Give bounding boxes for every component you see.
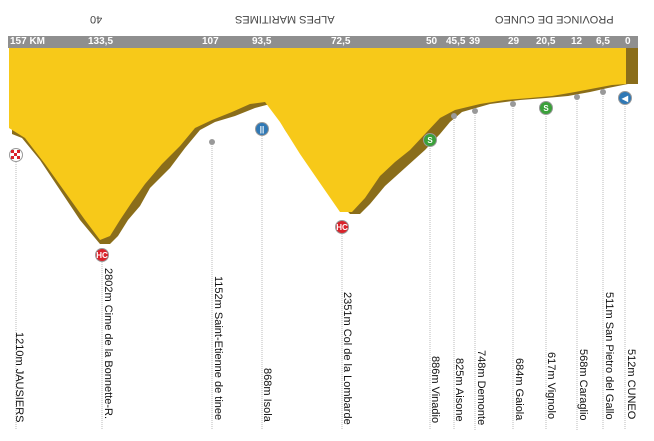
place-label: 617m Vignolo — [545, 352, 557, 420]
place-label: 748m Demonte — [475, 350, 487, 426]
km-label: 0 — [625, 36, 631, 47]
place-label: 886m Vinadio — [429, 356, 441, 424]
hors-categorie-climb-icon: HC — [95, 248, 109, 262]
sprint-icon: || — [255, 122, 269, 136]
km-label: 133,5 — [88, 36, 114, 47]
km-label: 50 — [426, 36, 438, 47]
point-icon — [574, 94, 580, 100]
place-label: 568m Caraglio — [577, 349, 589, 421]
km-label: 39 — [469, 36, 481, 47]
finish-checkered-icon — [9, 148, 23, 162]
green-jersey-icon: S — [539, 101, 553, 115]
km-label: 20,5 — [536, 36, 556, 47]
place-label: 511m San Pietro del Gallo — [603, 292, 615, 420]
point-icon — [451, 113, 457, 119]
place-label: 825m Aisone — [453, 358, 465, 422]
place-label: 684m Gaiola — [513, 358, 525, 421]
km-label: 72,5 — [331, 36, 351, 47]
km-label: 157 KM — [10, 36, 46, 47]
place-label: 1210m JAUSIERS — [13, 332, 25, 423]
hors-categorie-climb-icon: HC — [335, 220, 349, 234]
km-label: 93,5 — [252, 36, 272, 47]
km-bar — [8, 36, 638, 48]
point-icon — [600, 89, 606, 95]
km-label: 6,5 — [596, 36, 610, 47]
place-label: 2802m Cime de la Bonnette-R. — [102, 268, 114, 420]
km-label: 12 — [571, 36, 583, 47]
km-label: 29 — [508, 36, 520, 47]
km-label: 45,5 — [446, 36, 466, 47]
km-label: 107 — [202, 36, 219, 47]
profile-fill — [9, 48, 626, 240]
place-label: 868m Isola — [261, 368, 273, 422]
point-icon — [472, 108, 478, 114]
point-icon — [510, 101, 516, 107]
green-jersey-icon: S — [423, 133, 437, 147]
start-arrow-icon: ◀ — [618, 91, 632, 105]
place-label: 512m CUNEO — [625, 349, 637, 420]
point-icon — [209, 139, 215, 145]
place-label: 1152m Saint-Etienne de tinee — [212, 276, 224, 421]
place-label: 2351m Col de la Lombarde — [341, 292, 353, 425]
